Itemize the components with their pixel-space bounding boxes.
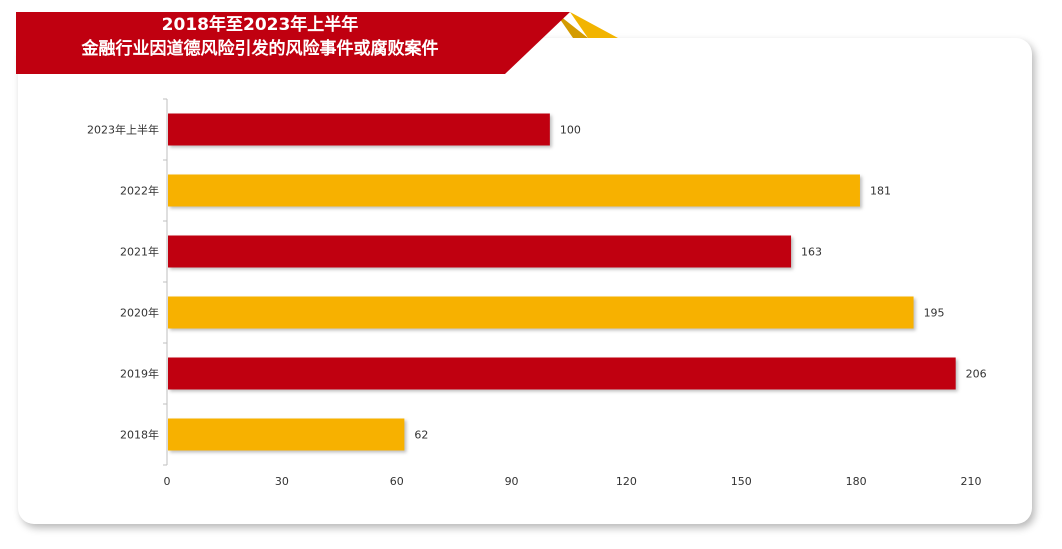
- x-tick-label: 150: [731, 475, 752, 488]
- x-tick-label: 210: [961, 475, 982, 488]
- data-label: 206: [966, 368, 987, 381]
- data-label: 163: [801, 246, 822, 259]
- category-label: 2020年: [120, 306, 159, 320]
- x-tick-label: 60: [390, 475, 404, 488]
- data-label: 62: [414, 429, 428, 442]
- bar: [168, 296, 914, 329]
- title-banner-shape: [16, 12, 618, 74]
- title-banner: 2018年至2023年上半年 金融行业因道德风险引发的风险事件或腐败案件: [0, 0, 640, 80]
- category-label: 2022年: [120, 184, 159, 198]
- bar: [168, 174, 860, 207]
- x-tick-label: 180: [846, 475, 867, 488]
- bar: [168, 113, 550, 146]
- bar: [168, 235, 792, 268]
- category-label: 2021年: [120, 245, 159, 259]
- data-label: 181: [870, 185, 891, 198]
- category-label: 2019年: [120, 367, 159, 381]
- data-label: 100: [560, 124, 581, 137]
- category-label: 2023年上半年: [87, 123, 159, 137]
- chart-title-line1: 2018年至2023年上半年: [161, 15, 359, 35]
- x-tick-label: 90: [505, 475, 519, 488]
- chart-title: 2018年至2023年上半年 金融行业因道德风险引发的风险事件或腐败案件: [20, 13, 500, 61]
- bar: [168, 418, 405, 451]
- category-label: 2018年: [120, 428, 159, 442]
- x-tick-label: 30: [275, 475, 289, 488]
- x-tick-label: 120: [616, 475, 637, 488]
- x-tick-label: 0: [164, 475, 171, 488]
- chart-title-line2: 金融行业因道德风险引发的风险事件或腐败案件: [81, 39, 439, 59]
- data-label: 195: [924, 307, 945, 320]
- bar: [168, 357, 956, 390]
